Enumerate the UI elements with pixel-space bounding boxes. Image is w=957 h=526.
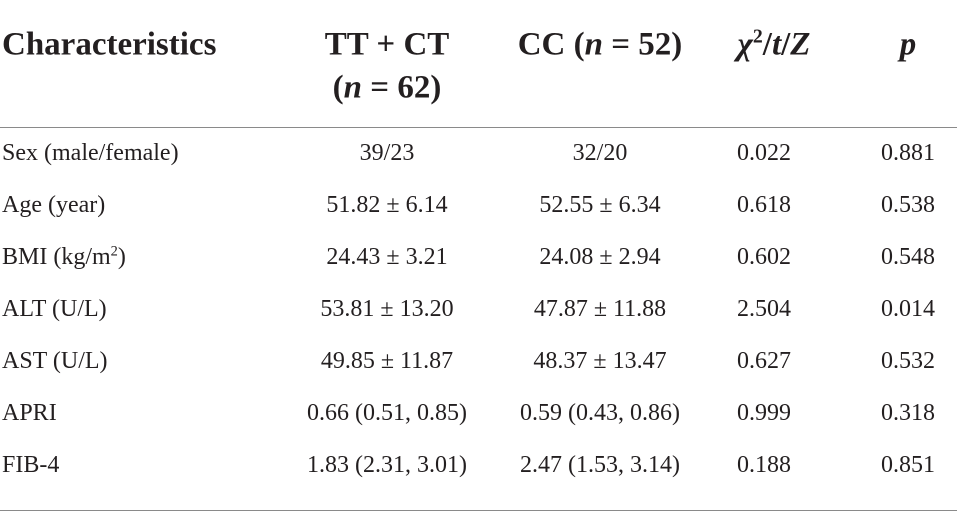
- header-cell: (n = 62): [332, 69, 442, 106]
- header-text: Characteristics: [2, 26, 217, 63]
- table-cell: 53.81 ± 13.20: [320, 296, 454, 322]
- table-cell: 2.504: [737, 296, 791, 322]
- table-cell: 0.014: [881, 296, 935, 322]
- table-cell: 2.47 (1.53, 3.14): [520, 452, 680, 478]
- header-cell: p: [899, 26, 917, 63]
- header-text: /: [762, 26, 772, 63]
- header-text: (: [332, 69, 344, 106]
- header-text: n: [584, 26, 603, 63]
- table-cell: 0.881: [881, 140, 935, 166]
- header-text: p: [899, 26, 917, 63]
- table-cell: 47.87 ± 11.88: [533, 296, 667, 322]
- header-text: = 62): [362, 69, 442, 106]
- table-cell: ALT (U/L): [2, 296, 107, 322]
- header-text: 2: [752, 25, 763, 48]
- table-cell: Age (year): [2, 192, 106, 218]
- table-cell: 0.602: [737, 244, 791, 270]
- table-cell: 0.627: [737, 348, 791, 374]
- table-cell: 0.538: [881, 192, 935, 218]
- table-cell: 49.85 ± 11.87: [320, 348, 454, 374]
- table-cell: 0.532: [881, 348, 935, 374]
- header-cell: CC (n = 52): [517, 26, 683, 63]
- header-text: Z: [790, 26, 811, 63]
- table-cell: AST (U/L): [2, 348, 108, 374]
- cell-text: BMI (kg/m: [2, 244, 111, 270]
- table-cell: 0.022: [737, 140, 791, 166]
- cell-text: ): [117, 244, 126, 270]
- header-cell: Characteristics: [2, 26, 217, 63]
- header-text: χ: [737, 26, 753, 63]
- table-cell: 52.55 ± 6.34: [539, 192, 661, 218]
- bottom-rule: [0, 510, 957, 511]
- table-cell: 0.851: [881, 452, 935, 478]
- header-text: t: [771, 26, 782, 63]
- table-cell: 0.59 (0.43, 0.86): [520, 400, 680, 426]
- header-text: n: [343, 69, 363, 106]
- table-cell: 48.37 ± 13.47: [533, 348, 667, 374]
- cell-text: 2: [110, 243, 118, 260]
- header-text: CC (: [517, 26, 585, 63]
- table-cell: 32/20: [572, 140, 628, 166]
- table-cell: BMI (kg/m2): [2, 243, 126, 270]
- table-cell: 1.83 (2.31, 3.01): [307, 452, 467, 478]
- table-cell: 24.08 ± 2.94: [539, 244, 661, 270]
- table-cell: 0.999: [737, 400, 791, 426]
- table-cell: 0.618: [737, 192, 791, 218]
- table-cell: 24.43 ± 3.21: [326, 244, 448, 270]
- header-text: TT + CT: [324, 26, 450, 63]
- header-rule: [0, 127, 957, 128]
- header-cell: χ2/t/Z: [737, 25, 811, 63]
- table-cell: 51.82 ± 6.14: [326, 192, 448, 218]
- header-text: /: [781, 26, 791, 63]
- table-cell: Sex (male/female): [2, 140, 179, 166]
- table-cell: 0.188: [737, 452, 791, 478]
- header-text: = 52): [602, 26, 683, 63]
- table-cell: APRI: [2, 400, 57, 426]
- table-cell: 0.548: [881, 244, 935, 270]
- header-cell: TT + CT: [324, 26, 450, 63]
- table-cell: 39/23: [359, 140, 415, 166]
- table-cell: 0.318: [881, 400, 935, 426]
- table-cell: FIB-4: [2, 452, 60, 478]
- table-cell: 0.66 (0.51, 0.85): [307, 400, 467, 426]
